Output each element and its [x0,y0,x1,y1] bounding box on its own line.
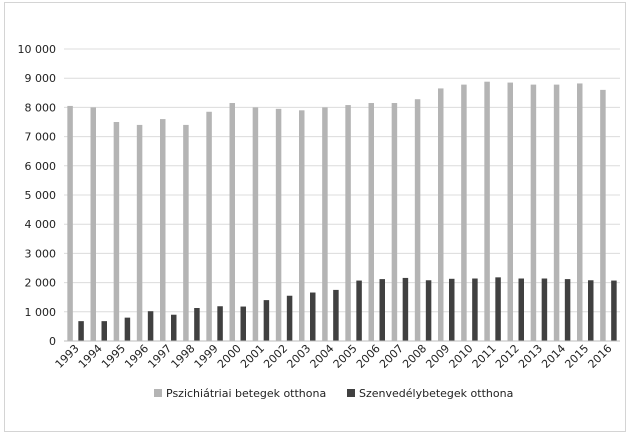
bar-pszichiatriai-2014 [553,84,560,342]
x-tick-label: 2003 [284,342,313,371]
legend-swatch-pszichiatriai [154,389,162,397]
bar-szenvedelybetegek-2003 [310,292,316,341]
legend-label-pszichiatriai: Pszichiátriai betegek otthona [166,387,326,400]
bar-szenvedelybetegek-2006 [379,279,385,341]
x-axis-ticks: 1993199419951996199719981999200020012002… [53,342,615,371]
bar-pszichiatriai-2015 [577,83,583,342]
y-tick-label: 6 000 [25,160,57,173]
bar-szenvedelybetegek-2012 [518,278,524,341]
bar-szenvedelybetegek-2016 [611,280,617,341]
bar-szenvedelybetegek-1994 [101,321,107,341]
bar-szenvedelybetegek-2005 [356,280,362,341]
bar-szenvedelybetegek-2007 [402,277,409,341]
x-tick-label: 2006 [354,342,383,371]
bar-pszichiatriai-2008 [414,99,421,341]
bar-pszichiatriai-1993 [67,105,73,341]
bar-pszichiatriai-2016 [600,89,606,341]
bar-szenvedelybetegek-2010 [472,278,478,341]
gridlines [64,48,620,342]
bar-pszichiatriai-1994 [90,107,96,342]
x-tick-label: 1995 [99,342,128,371]
x-tick-label: 2010 [447,342,476,371]
x-tick-label: 2001 [238,342,267,371]
bars [67,81,617,342]
bar-pszichiatriai-1999 [206,111,212,341]
bar-szenvedelybetegek-2008 [425,280,432,341]
bar-pszichiatriai-2009 [438,88,444,341]
x-tick-label: 2002 [261,342,290,371]
y-tick-label: 9 000 [25,72,57,85]
y-tick-label: 5 000 [25,189,57,202]
bar-szenvedelybetegek-2011 [495,277,501,341]
legend-label-szenvedelybetegek: Szenvedélybetegek otthona [359,387,513,400]
bar-pszichiatriai-2000 [229,103,235,342]
x-tick-label: 1996 [122,342,151,371]
bar-szenvedelybetegek-1998 [194,308,200,341]
bar-szenvedelybetegek-1997 [171,314,177,341]
x-tick-label: 1993 [53,342,82,371]
bar-pszichiatriai-1997 [160,119,166,341]
x-tick-label: 1998 [169,342,198,371]
bar-pszichiatriai-2005 [345,105,351,342]
bar-szenvedelybetegek-2002 [286,295,293,341]
bar-pszichiatriai-2010 [461,84,467,342]
y-tick-label: 10 000 [18,43,57,56]
bar-szenvedelybetegek-2013 [541,278,548,341]
bar-pszichiatriai-1998 [183,124,189,341]
bar-szenvedelybetegek-1996 [147,311,154,341]
bar-szenvedelybetegek-2015 [588,280,594,341]
x-tick-label: 1994 [76,342,105,371]
x-tick-label: 2004 [308,342,337,371]
x-tick-label: 2015 [562,342,591,371]
bar-szenvedelybetegek-2001 [263,300,270,341]
bar-pszichiatriai-2004 [322,107,328,342]
bar-pszichiatriai-2006 [368,103,374,342]
bar-pszichiatriai-2011 [484,81,490,341]
bar-szenvedelybetegek-2004 [333,289,339,341]
x-tick-label: 2007 [377,342,406,371]
bar-szenvedelybetegek-1999 [217,306,223,341]
bar-pszichiatriai-2001 [252,107,259,342]
x-tick-label: 2011 [470,342,499,371]
x-tick-label: 2016 [586,342,615,371]
bar-pszichiatriai-1995 [113,122,120,341]
y-tick-label: 2 000 [25,277,57,290]
x-tick-label: 2013 [516,342,545,371]
y-tick-label: 3 000 [25,247,57,260]
x-tick-label: 2009 [423,342,452,371]
y-tick-label: 8 000 [25,101,57,114]
bar-pszichiatriai-2007 [391,103,398,342]
bar-szenvedelybetegek-2009 [449,278,455,341]
bar-pszichiatriai-1996 [136,124,143,341]
x-tick-label: 1997 [145,342,174,371]
bar-pszichiatriai-2003 [299,110,305,341]
x-tick-label: 2005 [331,342,360,371]
x-tick-label: 2000 [215,342,244,371]
bar-pszichiatriai-2002 [275,108,282,341]
y-axis-ticks: 0 1 000 2 000 3 000 4 000 5 000 6 000 7 000 8 00… [18,43,57,348]
bar-szenvedelybetegek-2014 [564,279,571,341]
x-tick-label: 2014 [539,342,568,371]
y-tick-label: 0 [49,335,56,348]
bar-szenvedelybetegek-1993 [78,321,84,341]
bar-szenvedelybetegek-1995 [124,317,131,341]
chart-frame [4,2,626,432]
x-tick-label: 2008 [400,342,429,371]
legend: Pszichiátriai betegek otthona Szenvedély… [154,387,513,400]
bar-szenvedelybetegek-2000 [240,306,246,341]
x-tick-label: 2012 [493,342,522,371]
y-tick-label: 4 000 [25,218,57,231]
legend-swatch-szenvedelybetegek [347,389,355,397]
bar-pszichiatriai-2013 [530,84,537,342]
bar-pszichiatriai-2012 [507,82,513,341]
y-tick-label: 7 000 [25,131,57,144]
x-tick-label: 1999 [192,342,221,371]
y-tick-label: 1 000 [25,306,57,319]
